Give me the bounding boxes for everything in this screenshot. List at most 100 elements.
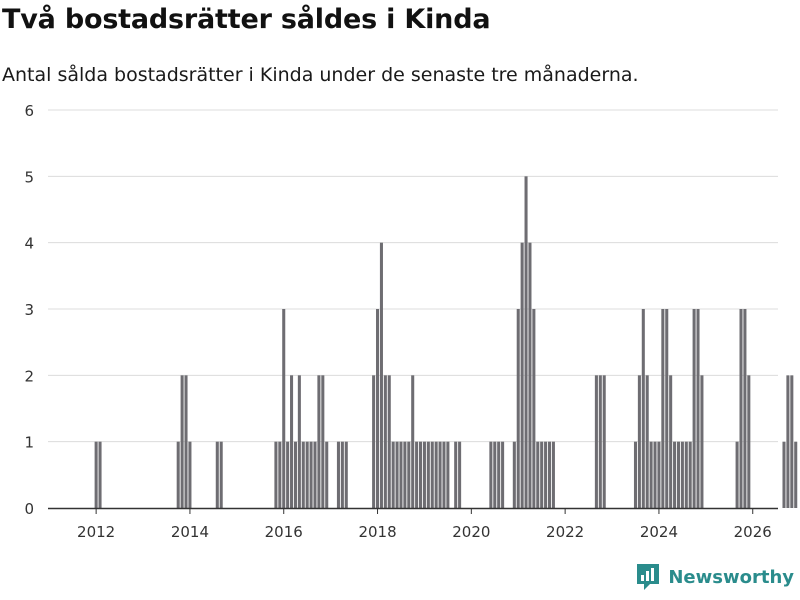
bar [321,375,325,508]
bar [305,441,309,508]
bar [387,375,391,508]
bar [442,441,446,508]
bar [286,441,290,508]
bar [665,309,669,508]
bar [497,441,501,508]
bar [540,441,544,508]
bar [637,375,641,508]
bar [692,309,696,508]
bar [786,375,790,508]
bar [391,441,395,508]
bar [446,441,450,508]
bar [325,441,329,508]
bar [219,441,223,508]
bar [528,242,532,508]
bar [415,441,419,508]
bar [512,441,516,508]
brand-name: Newsworthy [668,566,794,588]
bar [407,441,411,508]
bar [493,441,497,508]
bar [641,309,645,508]
y-axis-labels: 0 1 2 3 4 5 6 [24,102,34,518]
bar [313,441,317,508]
bar [735,441,739,508]
bar [344,441,348,508]
y-tick-label: 0 [24,500,34,518]
bar [98,441,102,508]
bar [297,375,301,508]
chart-title: Två bostadsrätter såldes i Kinda [2,4,491,35]
x-tick-label: 2018 [358,523,396,541]
bar [188,441,192,508]
bar [747,375,751,508]
x-tick-label: 2024 [640,523,678,541]
bar [301,441,305,508]
bar [336,441,340,508]
bar [419,441,423,508]
bar [395,441,399,508]
bar [379,242,383,508]
x-axis-ticks: 2012 2014 2016 2018 2020 2022 2024 2026 [77,508,772,541]
bar [653,441,657,508]
bar [278,441,282,508]
chart-subtitle: Antal sålda bostadsrätter i Kinda under … [2,64,639,86]
bar [684,441,688,508]
bar [434,441,438,508]
bar [532,309,536,508]
bar [602,375,606,508]
bar [293,441,297,508]
bar [696,309,700,508]
bar [657,441,661,508]
bar [520,242,524,508]
bar [372,375,376,508]
bar [180,375,184,508]
bar [680,441,684,508]
bars [94,176,798,509]
bar [524,176,528,509]
bar [184,375,188,508]
bar [340,441,344,508]
newsworthy-logo-icon [637,564,660,590]
bar [547,441,552,508]
bar [782,441,786,508]
bar [422,441,426,508]
x-tick-label: 2014 [171,523,209,541]
bar [383,375,387,508]
bar [649,441,653,508]
bar [438,441,442,508]
bar [376,309,380,508]
bar [594,375,598,508]
bar [501,441,505,508]
x-tick-label: 2026 [734,523,772,541]
x-tick-label: 2016 [265,523,303,541]
y-tick-label: 1 [24,434,34,452]
bar [282,309,286,508]
bar [790,375,794,508]
bar [645,375,649,508]
bar [309,441,313,508]
bar [669,375,673,508]
bar [403,441,407,508]
newsworthy-logo[interactable]: Newsworthy [635,562,794,592]
x-tick-label: 2012 [77,523,115,541]
bar [551,441,555,508]
y-tick-label: 2 [24,367,34,385]
y-tick-label: 6 [24,102,34,120]
bar [688,441,692,508]
bar [676,441,680,508]
bar [700,375,704,508]
bar [411,375,415,508]
bar [290,375,294,508]
x-tick-label: 2022 [546,523,584,541]
bar [536,441,540,508]
bar [458,441,462,508]
bar [743,309,747,508]
bar [544,441,548,508]
bar [399,441,403,508]
bar [794,441,798,508]
bar [274,441,278,508]
bar [176,441,180,508]
y-tick-label: 3 [24,301,34,319]
bar [454,441,458,508]
